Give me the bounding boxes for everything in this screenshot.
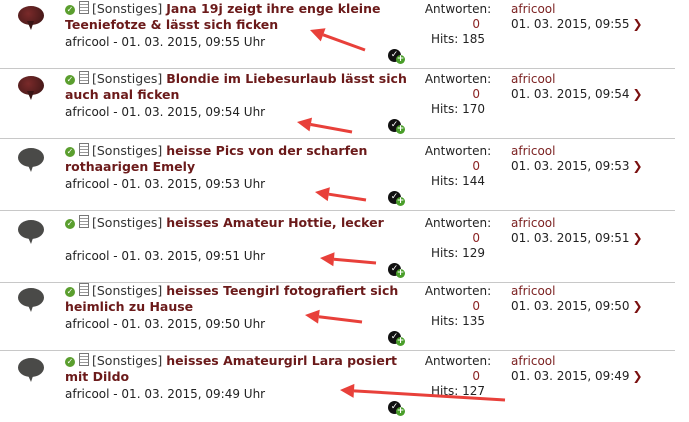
go-to-last-post-icon[interactable]: ❯ xyxy=(632,17,643,31)
thread-title-link[interactable]: heisses Amateurgirl Lara posiert mit Dil… xyxy=(65,353,398,384)
go-to-last-post-icon[interactable]: ❯ xyxy=(632,231,643,245)
last-post-date: 01. 03. 2015, 09:55 xyxy=(511,17,630,31)
thread-author-date: africool - 01. 03. 2015, 09:53 Uhr xyxy=(65,177,266,191)
last-post-user[interactable]: africool xyxy=(511,354,556,368)
red-arrow-annotation xyxy=(305,309,363,324)
hits-count: Hits: 135 xyxy=(430,314,486,328)
answers-label: Antworten: xyxy=(424,354,492,368)
thread-row: ✓ [Sonstiges] Jana 19j zeigt ihre enge kl… xyxy=(0,0,675,69)
thread-prefix: [Sonstiges] xyxy=(92,353,163,368)
subscribe-icon[interactable]: ✓ xyxy=(388,263,405,278)
check-icon: ✓ xyxy=(65,287,75,297)
speech-bubble-icon xyxy=(18,288,44,312)
last-post-date: 01. 03. 2015, 09:53 xyxy=(511,159,630,173)
hits-count: Hits: 127 xyxy=(430,384,486,398)
hits-count: Hits: 170 xyxy=(430,102,486,116)
hits-count: Hits: 129 xyxy=(430,246,486,260)
last-post-date: 01. 03. 2015, 09:50 xyxy=(511,299,630,313)
answers-count: 0 xyxy=(472,299,480,313)
red-arrow-annotation xyxy=(340,383,506,402)
thread-prefix: [Sonstiges] xyxy=(92,71,163,86)
document-icon xyxy=(79,1,89,14)
subscribe-icon[interactable]: ✓ xyxy=(388,191,405,206)
hits-count: Hits: 185 xyxy=(430,32,486,46)
subscribe-icon[interactable]: ✓ xyxy=(388,49,405,64)
answers-label: Antworten: xyxy=(424,2,492,16)
subscribe-icon[interactable]: ✓ xyxy=(388,331,405,346)
check-icon: ✓ xyxy=(65,75,75,85)
document-icon xyxy=(79,353,89,366)
red-arrow-annotation xyxy=(315,187,367,202)
last-post-date: 01. 03. 2015, 09:49 xyxy=(511,369,630,383)
thread-title-link[interactable]: heisse Pics von der scharfen rothaarigen… xyxy=(65,143,368,174)
speech-bubble-icon xyxy=(18,358,44,382)
speech-bubble-icon xyxy=(18,220,44,244)
answers-count: 0 xyxy=(472,87,480,101)
answers-count: 0 xyxy=(472,159,480,173)
last-post-date: 01. 03. 2015, 09:54 xyxy=(511,87,630,101)
go-to-last-post-icon[interactable]: ❯ xyxy=(632,159,643,173)
check-icon: ✓ xyxy=(65,219,75,229)
thread-row: ✓ [Sonstiges] heisses Amateur Hottie, lec… xyxy=(0,212,675,283)
thread-prefix: [Sonstiges] xyxy=(92,215,163,230)
document-icon xyxy=(79,283,89,296)
answers-count: 0 xyxy=(472,369,480,383)
answers-count: 0 xyxy=(472,17,480,31)
check-icon: ✓ xyxy=(65,147,75,157)
last-post-user[interactable]: africool xyxy=(511,284,556,298)
answers-label: Antworten: xyxy=(424,72,492,86)
thread-title-link[interactable]: Jana 19j zeigt ihre enge kleine Teeniefo… xyxy=(65,1,381,32)
red-arrow-annotation xyxy=(320,252,377,267)
thread-author-date: africool - 01. 03. 2015, 09:51 Uhr xyxy=(65,249,266,263)
hits-count: Hits: 144 xyxy=(430,174,486,188)
answers-label: Antworten: xyxy=(424,216,492,230)
thread-prefix: [Sonstiges] xyxy=(92,1,163,16)
document-icon xyxy=(79,143,89,156)
check-icon: ✓ xyxy=(65,357,75,367)
speech-bubble-icon xyxy=(18,148,44,172)
last-post-date: 01. 03. 2015, 09:51 xyxy=(511,231,630,245)
thread-prefix: [Sonstiges] xyxy=(92,283,163,298)
answers-count: 0 xyxy=(472,231,480,245)
thread-title-link[interactable]: heisses Teengirl fotografiert sich heiml… xyxy=(65,283,399,314)
last-post-user[interactable]: africool xyxy=(511,144,556,158)
red-arrow-annotation xyxy=(310,28,366,52)
check-icon: ✓ xyxy=(65,5,75,15)
thread-row: ✓ [Sonstiges] heisses Teengirl fotografie… xyxy=(0,280,675,351)
thread-row: ✓ [Sonstiges] heisses Amateurgirl Lara po… xyxy=(0,350,675,420)
thread-author-date: africool - 01. 03. 2015, 09:49 Uhr xyxy=(65,387,266,401)
go-to-last-post-icon[interactable]: ❯ xyxy=(632,299,643,313)
red-arrow-annotation xyxy=(297,117,353,134)
thread-title-link[interactable]: heisses Amateur Hottie, lecker xyxy=(166,215,384,230)
thread-title-link[interactable]: Blondie im Liebesurlaub lässt sich auch … xyxy=(65,71,407,102)
thread-author-date: africool - 01. 03. 2015, 09:54 Uhr xyxy=(65,105,266,119)
thread-prefix: [Sonstiges] xyxy=(92,143,163,158)
speech-bubble-icon xyxy=(18,6,44,30)
subscribe-icon[interactable]: ✓ xyxy=(388,119,405,134)
answers-label: Antworten: xyxy=(424,284,492,298)
answers-label: Antworten: xyxy=(424,144,492,158)
last-post-user[interactable]: africool xyxy=(511,216,556,230)
go-to-last-post-icon[interactable]: ❯ xyxy=(632,87,643,101)
speech-bubble-icon xyxy=(18,76,44,100)
thread-row: ✓ [Sonstiges] heisse Pics von der scharfe… xyxy=(0,140,675,211)
thread-row: ✓ [Sonstiges] Blondie im Liebesurlaub läs… xyxy=(0,68,675,139)
document-icon xyxy=(79,71,89,84)
last-post-user[interactable]: africool xyxy=(511,2,556,16)
go-to-last-post-icon[interactable]: ❯ xyxy=(632,369,643,383)
thread-author-date: africool - 01. 03. 2015, 09:55 Uhr xyxy=(65,35,266,49)
thread-author-date: africool - 01. 03. 2015, 09:50 Uhr xyxy=(65,317,266,331)
document-icon xyxy=(79,215,89,228)
last-post-user[interactable]: africool xyxy=(511,72,556,86)
subscribe-icon[interactable]: ✓ xyxy=(388,401,405,416)
